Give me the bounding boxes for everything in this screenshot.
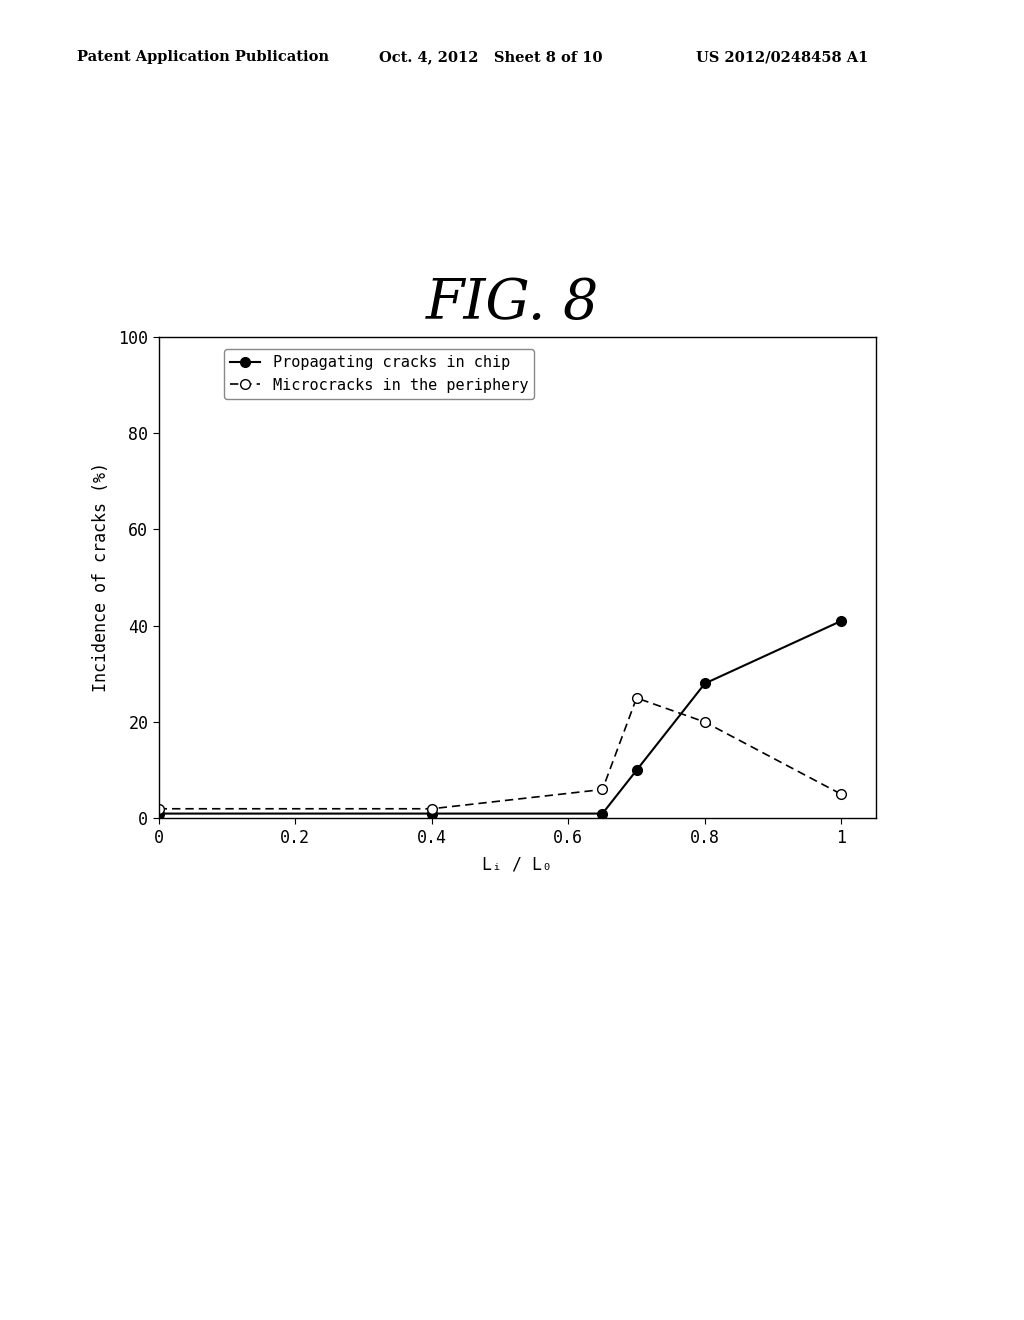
Propagating cracks in chip	[836, 612, 848, 628]
Line: Microcracks in the periphery: Microcracks in the periphery	[154, 693, 846, 813]
Propagating cracks in chip	[153, 805, 165, 821]
Microcracks in the periphery	[698, 714, 711, 730]
X-axis label: Lᵢ / L₀: Lᵢ / L₀	[482, 855, 552, 873]
Microcracks in the periphery	[631, 690, 643, 706]
Microcracks in the periphery	[153, 801, 165, 817]
Microcracks in the periphery	[836, 787, 848, 803]
Text: FIG. 8: FIG. 8	[425, 276, 599, 331]
Line: Propagating cracks in chip: Propagating cracks in chip	[154, 616, 846, 818]
Microcracks in the periphery	[596, 781, 608, 797]
Text: US 2012/0248458 A1: US 2012/0248458 A1	[696, 50, 868, 65]
Text: Oct. 4, 2012   Sheet 8 of 10: Oct. 4, 2012 Sheet 8 of 10	[379, 50, 602, 65]
Propagating cracks in chip	[631, 763, 643, 779]
Propagating cracks in chip	[426, 805, 438, 821]
Text: Patent Application Publication: Patent Application Publication	[77, 50, 329, 65]
Propagating cracks in chip	[698, 676, 711, 692]
Legend: Propagating cracks in chip, Microcracks in the periphery: Propagating cracks in chip, Microcracks …	[223, 348, 535, 399]
Y-axis label: Incidence of cracks (%): Incidence of cracks (%)	[92, 462, 110, 693]
Propagating cracks in chip	[596, 805, 608, 821]
Microcracks in the periphery	[426, 801, 438, 817]
